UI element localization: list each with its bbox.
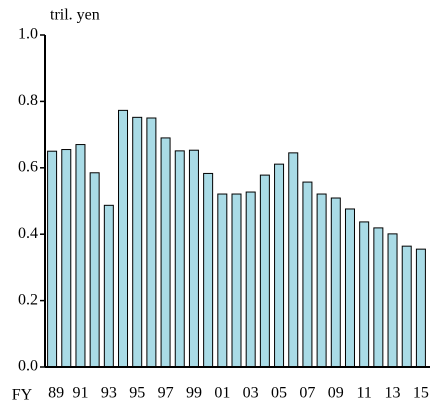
bar <box>245 191 256 368</box>
bar <box>217 193 228 368</box>
x-tick-label: 13 <box>385 385 401 402</box>
bar <box>47 150 58 368</box>
x-tick-label: 09 <box>328 385 344 402</box>
bar <box>316 193 327 368</box>
y-tick-label: 0.4 <box>18 225 38 242</box>
x-tick-label: 95 <box>129 385 145 402</box>
bar <box>401 245 412 368</box>
bar <box>415 248 426 368</box>
y-tick-label: 1.0 <box>18 26 38 43</box>
x-tick-label: 07 <box>299 385 315 402</box>
bar <box>118 109 129 368</box>
bar <box>373 227 384 368</box>
bar <box>146 117 157 368</box>
x-tick-label: 05 <box>271 385 287 402</box>
x-tick-label: 99 <box>186 385 202 402</box>
x-axis-label: FY <box>12 387 33 404</box>
y-axis-label: tril. yen <box>50 7 100 24</box>
bar <box>89 172 100 368</box>
x-tick-label: 93 <box>101 385 117 402</box>
y-tick-label: 0.8 <box>18 92 38 109</box>
bar <box>344 208 355 368</box>
bar <box>330 197 341 368</box>
bar <box>302 181 313 368</box>
bar <box>132 116 143 368</box>
y-tick-label: 0.2 <box>18 291 38 308</box>
bar <box>61 149 72 368</box>
bar <box>274 163 285 368</box>
x-tick-label: 11 <box>356 385 371 402</box>
x-tick-label: 03 <box>243 385 259 402</box>
x-tick-label: 15 <box>413 385 429 402</box>
y-tick-label: 0.6 <box>18 158 38 175</box>
bar <box>203 172 214 368</box>
x-tick-label: 01 <box>214 385 230 402</box>
bar <box>75 144 86 368</box>
y-tick-label: 0.0 <box>18 358 38 375</box>
bar <box>359 221 370 368</box>
x-tick-label: 89 <box>48 385 64 402</box>
x-tick-label: 91 <box>72 385 88 402</box>
bar <box>174 150 185 368</box>
x-tick-label: 97 <box>158 385 174 402</box>
bar <box>288 152 299 368</box>
bar <box>259 174 270 368</box>
bar <box>160 137 171 368</box>
bar <box>188 149 199 368</box>
bar <box>231 193 242 368</box>
bar <box>387 233 398 368</box>
bar <box>103 204 114 368</box>
